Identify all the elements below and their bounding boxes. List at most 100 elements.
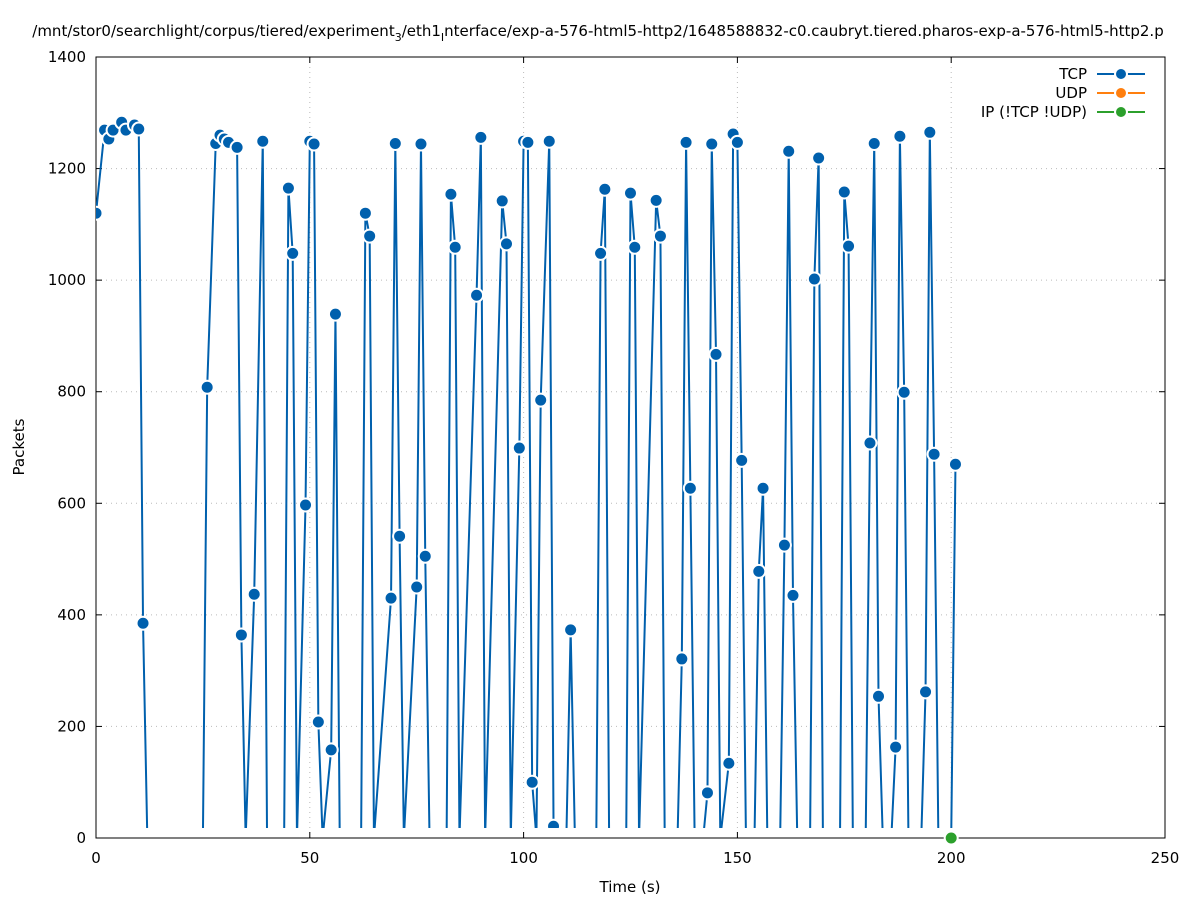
- y-tick-label: 200: [57, 717, 86, 735]
- tcp-point: [776, 537, 792, 553]
- y-tick-label: 800: [57, 383, 86, 401]
- tcp-point: [811, 150, 827, 166]
- tcp-point: [781, 143, 797, 159]
- tcp-point: [751, 563, 767, 579]
- x-tick-label: 100: [509, 849, 538, 867]
- y-tick-label: 0: [76, 829, 86, 847]
- tcp-point: [323, 742, 339, 758]
- tcp-point: [511, 440, 527, 456]
- x-axis-label: Time (s): [599, 878, 661, 896]
- tcp-point: [310, 714, 326, 730]
- y-axis-label: Packets: [10, 418, 28, 475]
- tcp-series: [96, 114, 963, 828]
- tcp-point: [841, 238, 857, 254]
- tcp-point: [918, 684, 934, 700]
- tcp-point: [708, 346, 724, 362]
- tcp-point: [473, 129, 489, 145]
- tcp-point: [593, 245, 609, 261]
- tcp-point: [229, 139, 245, 155]
- tcp-point: [922, 124, 938, 140]
- tcp-point: [871, 688, 887, 704]
- tcp-point: [597, 181, 613, 197]
- legend-label: TCP: [1058, 65, 1087, 83]
- tcp-point: [533, 392, 549, 408]
- tcp-point: [298, 497, 314, 513]
- tcp-point: [469, 287, 485, 303]
- tcp-point: [327, 306, 343, 322]
- tcp-point: [546, 818, 562, 828]
- legend-marker: [1114, 86, 1128, 100]
- tcp-point: [648, 192, 664, 208]
- x-tick-label: 250: [1151, 849, 1180, 867]
- y-tick-label: 400: [57, 606, 86, 624]
- tcp-point: [285, 245, 301, 261]
- tcp-point: [520, 134, 536, 150]
- title-subscript: 3: [395, 31, 402, 44]
- tcp-point: [896, 384, 912, 400]
- tcp-point: [785, 587, 801, 603]
- tcp-point: [443, 186, 459, 202]
- x-tick-label: 200: [937, 849, 966, 867]
- tcp-point: [729, 134, 745, 150]
- title-part: /mnt/stor0/searchlight/corpus/tiered/exp…: [32, 22, 395, 40]
- tcp-point: [494, 193, 510, 209]
- tcp-point: [541, 133, 557, 149]
- x-tick-label: 50: [300, 849, 319, 867]
- title-subscript: I: [441, 31, 444, 44]
- y-tick-label: 1400: [48, 48, 86, 66]
- chart-title: /mnt/stor0/searchlight/corpus/tiered/exp…: [32, 22, 1163, 44]
- x-tick-label: 150: [723, 849, 752, 867]
- tcp-point: [623, 185, 638, 201]
- tcp-point: [678, 134, 694, 150]
- grid: [96, 57, 1165, 838]
- series-layer: [96, 114, 963, 846]
- tcp-line: [96, 120, 957, 828]
- tcp-point: [246, 586, 262, 602]
- tcp-point: [413, 136, 429, 152]
- tcp-point: [387, 135, 403, 151]
- tcp-point: [131, 121, 147, 137]
- tcp-point: [392, 528, 408, 544]
- tcp-point: [417, 548, 433, 564]
- tcp-point: [409, 579, 425, 595]
- tcp-point: [255, 133, 271, 149]
- tcp-point: [306, 136, 322, 152]
- plot-border: [95, 56, 1166, 839]
- tcp-point: [721, 755, 737, 771]
- tcp-point: [357, 205, 373, 221]
- tcp-point: [806, 271, 822, 287]
- tcp-point: [862, 435, 878, 451]
- tcp-point: [233, 627, 249, 643]
- tcp-point: [199, 379, 215, 395]
- legend-marker: [1114, 67, 1128, 81]
- tcp-point: [383, 590, 399, 606]
- y-tick-label: 1000: [48, 271, 86, 289]
- tcp-point: [135, 615, 151, 631]
- tcp-point: [280, 180, 296, 196]
- legend-label: IP (!TCP !UDP): [981, 103, 1087, 121]
- tcp-point: [627, 239, 643, 255]
- tcp-point: [447, 239, 463, 255]
- tcp-point: [524, 774, 540, 790]
- tcp-point: [888, 739, 904, 755]
- tcp-point: [699, 785, 715, 801]
- tcp-point: [652, 228, 668, 244]
- tcp-point: [362, 228, 378, 244]
- tcp-point: [734, 452, 750, 468]
- axis-ticks: 0 50 100 150 200 250 0 200 400 600 800 1000 1200 1400: [48, 48, 1180, 867]
- tcp-point: [674, 651, 690, 667]
- tcp-point: [498, 236, 514, 252]
- tcp-point: [755, 480, 771, 496]
- y-tick-label: 1200: [48, 160, 86, 178]
- x-tick-label: 0: [91, 849, 101, 867]
- tcp-point: [866, 135, 882, 151]
- legend-marker: [1114, 105, 1128, 119]
- title-part: /eth1: [402, 22, 441, 40]
- tcp-point: [892, 128, 908, 144]
- tcp-point: [704, 136, 720, 152]
- title-part: nterface/exp-a-576-html5-http2/164858883…: [444, 22, 1164, 40]
- y-tick-label: 600: [57, 494, 86, 512]
- tcp-point: [926, 446, 942, 462]
